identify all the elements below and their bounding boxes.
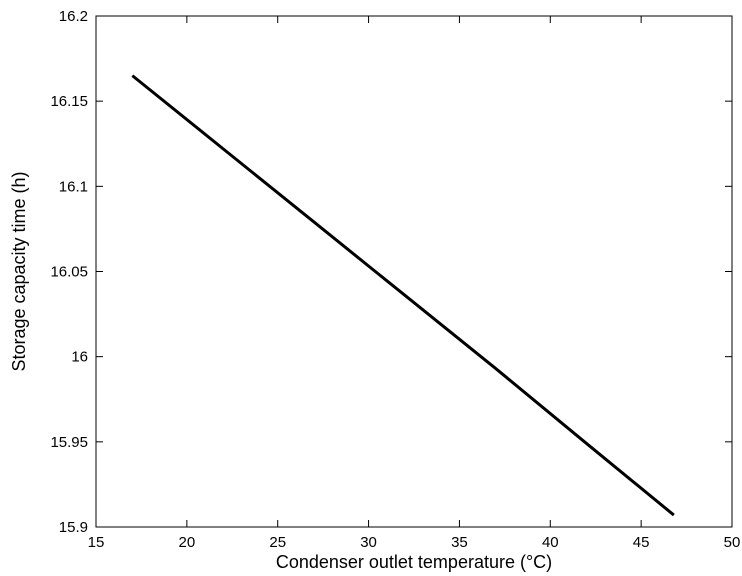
y-tick-label: 15.9 — [59, 519, 88, 536]
x-tick-label: 35 — [451, 534, 468, 551]
x-tick-label: 15 — [88, 534, 105, 551]
y-tick-label: 16.2 — [59, 8, 88, 25]
y-tick-label: 16.15 — [50, 93, 88, 110]
x-axis-ticks: 15 20 25 30 35 40 45 50 — [88, 16, 741, 551]
x-axis-title: Condenser outlet temperature (°C) — [276, 552, 552, 572]
x-tick-label: 25 — [269, 534, 286, 551]
x-tick-label: 45 — [633, 534, 650, 551]
y-tick-label: 16.1 — [59, 178, 88, 195]
series-layer — [131, 74, 675, 517]
plot-area — [95, 15, 733, 528]
x-tick-label: 40 — [542, 534, 559, 551]
y-axis-title: Storage capacity time (h) — [9, 171, 29, 371]
y-tick-label: 15.95 — [50, 434, 88, 451]
y-tick-label: 16 — [71, 349, 88, 366]
series-line-0 — [131, 74, 675, 517]
x-tick-label: 20 — [179, 534, 196, 551]
x-tick-label: 50 — [724, 534, 741, 551]
y-tick-label: 16.05 — [50, 264, 88, 281]
x-tick-label: 30 — [360, 534, 377, 551]
y-axis-ticks: 15.9 15.95 16 16.05 16.1 16.15 16.2 — [50, 8, 732, 536]
